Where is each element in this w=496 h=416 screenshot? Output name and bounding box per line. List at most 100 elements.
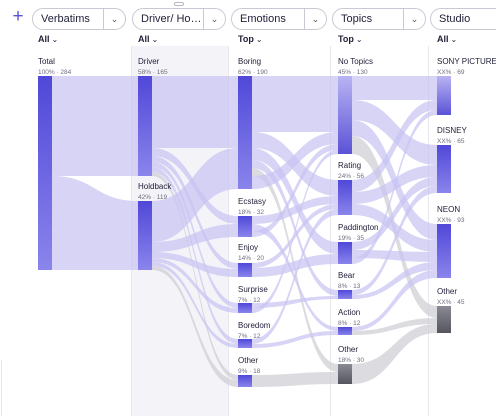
- node-label-emotions-other[interactable]: Other 9% · 18: [238, 356, 260, 377]
- bar-boredom[interactable]: [238, 339, 252, 348]
- bar-surprise[interactable]: [238, 303, 252, 313]
- bar-topics-other[interactable]: [338, 364, 352, 384]
- node-label-neon[interactable]: NEON XX% · 93: [437, 205, 464, 226]
- flow-link[interactable]: [252, 254, 338, 277]
- flow-link[interactable]: [152, 266, 238, 387]
- flow-link[interactable]: [352, 76, 437, 100]
- filter-driver-holdback[interactable]: All ⌄: [138, 34, 158, 44]
- column-header-emotions[interactable]: Emotions ⌄: [231, 8, 327, 30]
- flow-link[interactable]: [252, 296, 338, 308]
- node-label-boring[interactable]: Boring 62% · 190: [238, 57, 268, 78]
- chevron-down-icon[interactable]: ⌄: [403, 9, 425, 29]
- flow-link[interactable]: [352, 110, 437, 264]
- column-header-topics[interactable]: Topics ⌄: [332, 8, 426, 30]
- bar-driver[interactable]: [138, 76, 152, 176]
- node-layer: [38, 76, 451, 387]
- flow-link[interactable]: [252, 150, 338, 313]
- flow-link[interactable]: [352, 177, 437, 250]
- flow-link[interactable]: [352, 186, 437, 295]
- bar-sony-pictures[interactable]: [437, 76, 451, 115]
- flow-link[interactable]: [252, 160, 338, 296]
- bar-disney[interactable]: [437, 145, 451, 193]
- flow-link[interactable]: [252, 76, 338, 132]
- bar-no-topics[interactable]: [338, 76, 352, 154]
- flow-link[interactable]: [252, 331, 338, 348]
- flow-link[interactable]: [252, 144, 338, 237]
- bar-studio-other[interactable]: [437, 306, 451, 333]
- node-label-bear[interactable]: Bear 8% · 13: [338, 271, 360, 292]
- flow-link[interactable]: [152, 148, 238, 242]
- flow-link[interactable]: [52, 76, 138, 176]
- node-label-total[interactable]: Total 100% · 284: [38, 57, 71, 78]
- chevron-down-icon[interactable]: ⌄: [304, 9, 326, 29]
- flow-link[interactable]: [152, 224, 238, 252]
- flow-link[interactable]: [352, 250, 437, 262]
- flow-link[interactable]: [152, 167, 238, 344]
- node-stat: 24% · 56: [338, 173, 365, 180]
- bar-paddington[interactable]: [338, 242, 352, 264]
- node-label-holdback[interactable]: Holdback 42% · 119: [138, 182, 171, 203]
- node-label-surprise[interactable]: Surprise 7% · 12: [238, 285, 268, 306]
- flow-link[interactable]: [152, 258, 238, 313]
- add-column-button[interactable]: +: [12, 6, 24, 27]
- node-label-driver[interactable]: Driver 58% · 165: [138, 57, 168, 78]
- node-label-studio-other[interactable]: Other XX% · 45: [437, 287, 464, 308]
- flow-link[interactable]: [252, 372, 338, 387]
- flow-link[interactable]: [352, 318, 437, 335]
- node-label-ecstasy[interactable]: Ecstasy 18% · 32: [238, 197, 266, 218]
- column-header-driver-holdback[interactable]: Driver/ Holdback ⌄: [132, 8, 226, 30]
- bar-enjoy[interactable]: [238, 263, 252, 277]
- node-stat: 7% · 12: [238, 333, 261, 340]
- node-name: Paddington: [338, 223, 379, 232]
- node-name: Surprise: [238, 285, 268, 294]
- node-label-action[interactable]: Action 8% · 12: [338, 308, 360, 329]
- column-header-verbatims[interactable]: Verbatims ⌄: [32, 8, 126, 30]
- node-label-disney[interactable]: DISNEY XX% · 65: [437, 126, 467, 147]
- node-stat: 8% · 13: [338, 283, 361, 290]
- bar-rating[interactable]: [338, 180, 352, 215]
- bar-neon[interactable]: [437, 224, 451, 278]
- flow-link[interactable]: [152, 262, 238, 348]
- flow-link[interactable]: [252, 196, 338, 224]
- flow-link[interactable]: [352, 204, 437, 252]
- filter-studio[interactable]: All ⌄: [437, 34, 457, 44]
- column-header-studio[interactable]: Studio: [430, 8, 496, 30]
- filter-emotions[interactable]: Top ⌄: [238, 34, 263, 44]
- flow-link[interactable]: [352, 324, 437, 384]
- flow-link[interactable]: [352, 262, 437, 299]
- bar-boring[interactable]: [238, 76, 252, 189]
- flow-link[interactable]: [152, 252, 238, 277]
- flow-link[interactable]: [52, 176, 138, 270]
- node-label-sony-pictures[interactable]: SONY PICTURES XX% · 69: [437, 57, 496, 78]
- flow-link[interactable]: [252, 132, 338, 189]
- flow-link[interactable]: [352, 100, 437, 165]
- flow-link[interactable]: [152, 76, 238, 148]
- bar-total[interactable]: [38, 76, 52, 270]
- flow-link[interactable]: [352, 100, 437, 192]
- drag-handle-icon[interactable]: [174, 2, 184, 6]
- bar-action[interactable]: [338, 327, 352, 335]
- filter-topics[interactable]: Top ⌄: [338, 34, 363, 44]
- filter-verbatims[interactable]: All ⌄: [38, 34, 58, 44]
- flow-link[interactable]: [252, 204, 338, 268]
- bar-bear[interactable]: [338, 290, 352, 299]
- bar-emotions-other[interactable]: [238, 375, 252, 387]
- node-label-no-topics[interactable]: No Topics 45% · 130: [338, 57, 373, 78]
- node-name: Other: [437, 287, 458, 296]
- node-label-enjoy[interactable]: Enjoy 14% · 20: [238, 243, 264, 264]
- chevron-down-icon[interactable]: ⌄: [103, 9, 125, 29]
- node-label-topics-other[interactable]: Other 18% · 30: [338, 345, 364, 366]
- flow-link[interactable]: [252, 148, 338, 254]
- bar-ecstasy[interactable]: [238, 216, 252, 237]
- bar-holdback[interactable]: [138, 201, 152, 270]
- node-stat: XX% · 45: [437, 299, 465, 306]
- node-label-boredom[interactable]: Boredom 7% · 12: [238, 321, 270, 342]
- chevron-down-icon: ⌄: [255, 35, 263, 44]
- chevron-down-icon[interactable]: ⌄: [203, 9, 225, 29]
- node-label-rating[interactable]: Rating 24% · 56: [338, 161, 364, 182]
- flow-link[interactable]: [352, 270, 437, 331]
- flow-link[interactable]: [252, 209, 338, 344]
- flow-link[interactable]: [152, 172, 238, 380]
- node-label-paddington[interactable]: Paddington 19% · 35: [338, 223, 378, 244]
